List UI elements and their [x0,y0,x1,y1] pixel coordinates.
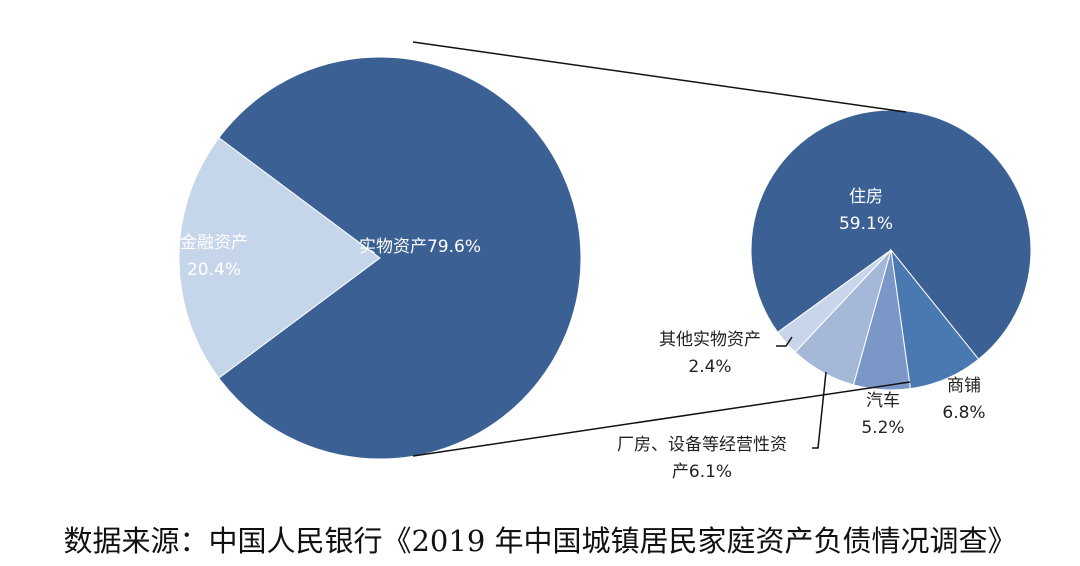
category-label: 厂房、设备等经营性资产 [616,435,787,482]
leader-line [812,371,827,449]
slice-label: 汽车 5.2% [861,388,904,442]
slice-label: 住房 59.1% [839,184,893,238]
category-label: 金融资产 [180,233,248,253]
value-label: 2.4% [688,357,732,377]
value-label: 59.1% [838,214,894,234]
slice-label: 厂房、设备等经营性资产6.1% [614,432,791,486]
value-label: 5.2% [861,418,905,438]
pie-slice [218,56,582,460]
category-label: 住房 [848,187,883,207]
connector-line [412,381,911,457]
category-label: 实物资产 [358,237,427,257]
pie-slice [777,249,892,353]
category-label: 商铺 [946,376,981,396]
source-note: 数据来源：中国人民银行《2019 年中国城镇居民家庭资产负债情况调查》 [63,524,1017,558]
pie-slice [178,137,381,379]
slice-label: 其他实物资产 2.4% [659,327,761,381]
value-label: 6.1% [688,462,733,482]
category-label: 汽车 [865,391,900,411]
category-label: 其他实物资产 [659,330,761,350]
value-label: 79.6% [426,237,482,257]
slice-label: 实物资产79.6% [359,234,481,261]
slices [178,56,1032,460]
slice-label: 商铺 6.8% [942,373,985,427]
value-label: 20.4% [186,260,241,280]
pie-slice [750,109,1032,360]
value-label: 6.8% [942,403,986,423]
leader-line [776,336,793,347]
connector-line [412,41,907,113]
slice-label: 金融资产 20.4% [180,230,248,284]
